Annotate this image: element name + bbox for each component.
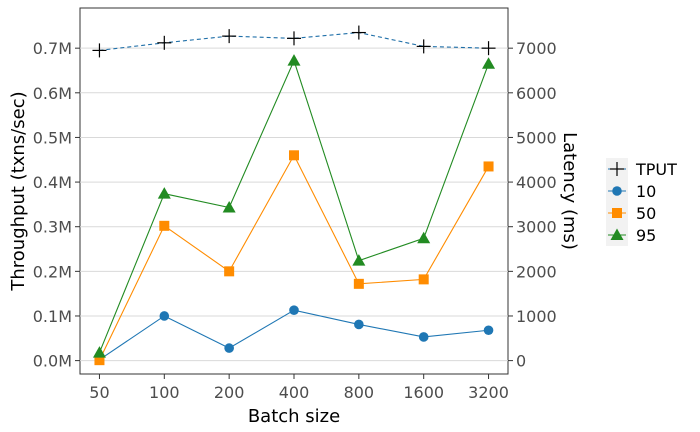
left-y-tick-label: 0.4M (33, 173, 72, 192)
data-point-95 (92, 346, 106, 358)
series-tput (92, 25, 496, 58)
legend-label: TPUT (635, 160, 677, 179)
left-y-tick-label: 0.6M (33, 84, 72, 103)
data-point-10 (418, 332, 429, 342)
legend-item-10: 10 (606, 180, 656, 202)
data-point-95 (352, 254, 366, 266)
data-point-50 (483, 161, 494, 172)
data-point-50 (418, 274, 429, 285)
data-point-10 (289, 305, 299, 315)
left-y-tick-label: 0.2M (33, 262, 72, 281)
gridlines (80, 47, 508, 362)
legend-label: 10 (636, 182, 656, 201)
legend: TPUT 10 50 95 (606, 158, 677, 246)
data-point-10 (224, 343, 234, 353)
data-point-tput (157, 35, 172, 50)
data-point-10 (483, 325, 494, 336)
data-point-tput (222, 29, 237, 44)
series-95 (92, 54, 496, 358)
right-y-tick-label: 7000 (516, 39, 557, 58)
data-point-10 (354, 319, 364, 330)
x-tick-label: 800 (344, 383, 375, 402)
x-tick-label: 100 (149, 383, 180, 402)
right-y-tick-label: 3000 (516, 218, 557, 237)
left-y-tick-label: 0.1M (33, 307, 72, 326)
legend-item-50: 50 (606, 202, 656, 224)
x-axis-title: Batch size (248, 406, 340, 427)
legend-key-marker (610, 162, 624, 176)
right-y-tick-label: 0 (516, 352, 526, 371)
left-y-axis: 0.0M 0.1M 0.2M 0.3M 0.4M 0.5M 0.6M 0.7M (33, 39, 80, 371)
legend-label: 50 (636, 204, 656, 223)
x-tick-label: 400 (279, 383, 310, 402)
data-point-10 (159, 311, 170, 321)
data-point-tput (92, 43, 107, 58)
left-y-tick-label: 0.0M (33, 352, 72, 371)
x-axis: 50 100 200 400 800 1600 3200 (89, 374, 509, 402)
x-tick-label: 200 (214, 383, 245, 402)
left-y-tick-label: 0.7M (33, 39, 72, 58)
left-y-axis-title: Throughput (txns/sec) (8, 91, 29, 291)
legend-key-marker (612, 208, 622, 218)
data-point-tput (351, 25, 366, 40)
data-point-50 (224, 266, 235, 277)
right-y-tick-label: 5000 (516, 128, 557, 147)
legend-label: 95 (636, 226, 656, 245)
right-y-axis: 0 1000 2000 3000 4000 5000 6000 7000 (508, 39, 557, 371)
right-y-tick-label: 1000 (516, 307, 557, 326)
data-point-50 (353, 278, 364, 289)
data-point-95 (287, 54, 301, 66)
series-layer (92, 25, 496, 366)
plot-area (79, 7, 509, 375)
x-tick-label: 3200 (468, 383, 509, 402)
right-y-tick-label: 6000 (516, 84, 557, 103)
data-point-tput (287, 31, 301, 46)
left-y-tick-label: 0.5M (33, 128, 72, 147)
data-point-50 (159, 220, 170, 231)
data-point-tput (416, 39, 431, 54)
data-point-95 (417, 231, 431, 244)
data-point-tput (481, 41, 496, 56)
legend-key-marker (612, 186, 622, 196)
right-y-tick-label: 4000 (516, 173, 557, 192)
data-point-50 (94, 355, 105, 366)
data-point-95 (157, 187, 171, 199)
right-y-axis-title: Latency (ms) (559, 132, 580, 250)
x-tick-label: 50 (89, 383, 109, 402)
data-point-50 (289, 150, 299, 161)
right-y-tick-label: 2000 (516, 262, 557, 281)
legend-key-marker (610, 228, 624, 240)
left-y-tick-label: 0.3M (33, 218, 72, 237)
data-point-95 (482, 57, 496, 69)
legend-item-tput: TPUT (606, 158, 677, 180)
legend-item-95: 95 (606, 224, 656, 246)
series-50 (94, 150, 494, 366)
data-point-95 (222, 201, 236, 213)
x-tick-label: 1600 (403, 383, 444, 402)
